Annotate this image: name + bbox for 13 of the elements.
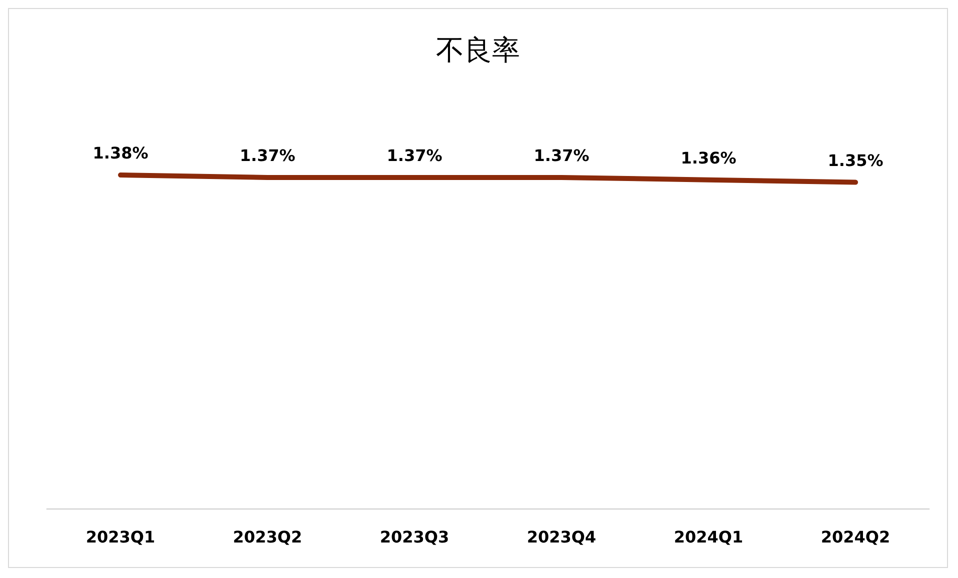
x-tick-label: 2023Q4 bbox=[526, 528, 596, 546]
x-tick-label: 2023Q2 bbox=[232, 528, 302, 546]
data-label: 1.38% bbox=[92, 144, 148, 163]
x-tick-label: 2023Q1 bbox=[86, 528, 156, 546]
data-label: 1.36% bbox=[680, 148, 736, 168]
x-tick-label: 2023Q3 bbox=[380, 528, 450, 546]
x-tick-label: 2024Q2 bbox=[820, 528, 890, 546]
data-label: 1.37% bbox=[386, 146, 442, 165]
chart-title: 不良率 bbox=[436, 34, 520, 66]
data-label: 1.37% bbox=[534, 146, 590, 165]
x-tick-label: 2024Q1 bbox=[674, 528, 744, 546]
data-label: 1.35% bbox=[828, 150, 884, 170]
data-label: 1.37% bbox=[240, 146, 296, 165]
